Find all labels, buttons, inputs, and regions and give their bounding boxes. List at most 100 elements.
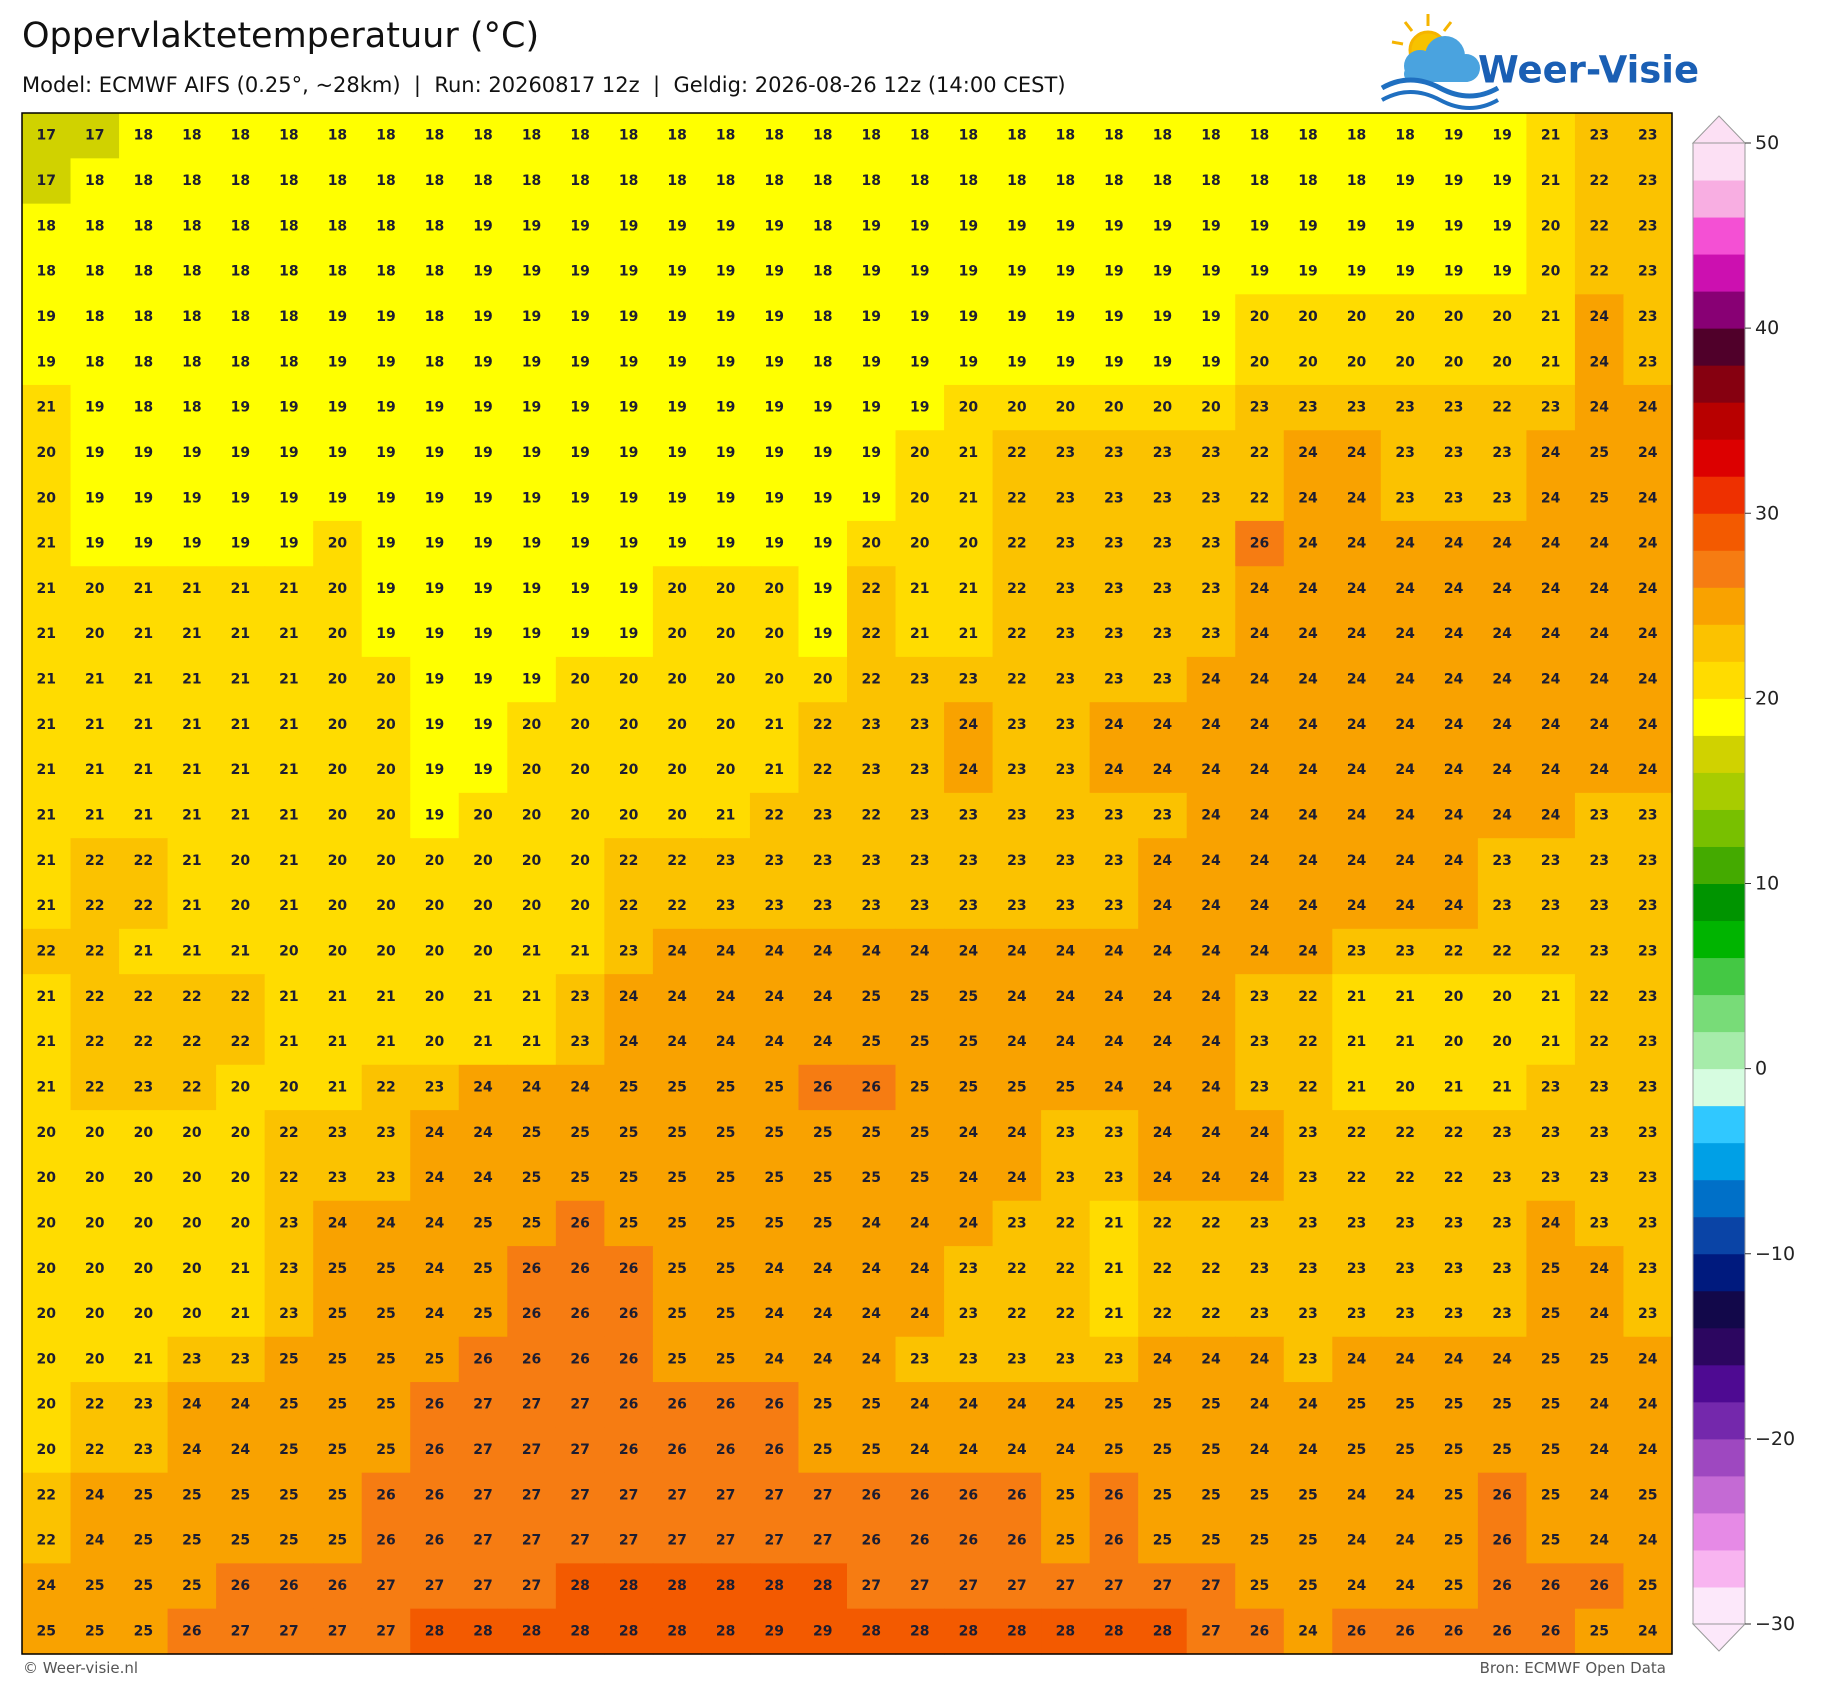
temperature-cell [410,1246,460,1293]
temperature-label: 24 [1395,717,1415,733]
temperature-cell [555,339,605,386]
temperature-label: 20 [376,808,396,824]
colorbar-bin [1693,1142,1745,1181]
temperature-cell [1574,974,1625,1021]
temperature-cell [361,928,411,975]
temperature-cell [555,1155,605,1202]
temperature-label: 28 [473,1623,492,1639]
temperature-label: 23 [1056,536,1075,552]
temperature-label: 18 [813,264,832,280]
temperature-label: 21 [231,626,250,642]
temperature-label: 23 [1347,1261,1366,1277]
temperature-cell [1526,520,1576,567]
temperature-cell [1235,611,1285,658]
temperature-label: 19 [1201,264,1220,280]
temperature-label: 22 [813,717,832,733]
temperature-label: 19 [667,400,686,416]
temperature-label: 21 [231,717,250,733]
temperature-label: 24 [1250,717,1270,733]
temperature-cell [1186,1155,1236,1202]
colorbar-bin [1693,1586,1745,1625]
temperature-label: 23 [1153,445,1172,461]
temperature-label: 19 [716,309,735,325]
temperature-label: 19 [425,762,444,778]
temperature-cell [1283,656,1333,703]
temperature-label: 18 [231,128,250,144]
temperature-cell [798,113,848,159]
temperature-label: 25 [910,1170,929,1186]
temperature-label: 21 [182,672,201,688]
temperature-label: 24 [1153,898,1173,914]
temperature-label: 23 [1056,853,1075,869]
temperature-label: 20 [1347,309,1367,325]
temperature-label: 28 [1007,1623,1026,1639]
temperature-cell [944,520,994,567]
temperature-label: 24 [959,717,979,733]
temperature-label: 24 [1104,1079,1124,1095]
temperature-label: 19 [667,218,686,234]
temperature-cell [847,566,897,613]
temperature-label: 23 [1444,445,1463,461]
temperature-cell [1138,1064,1188,1111]
temperature-label: 20 [1541,218,1561,234]
temperature-label: 24 [1347,581,1367,597]
temperature-label: 20 [1347,354,1367,370]
temperature-label: 18 [959,128,978,144]
temperature-cell [1235,702,1285,749]
temperature-label: 23 [1007,898,1026,914]
temperature-label: 19 [1153,309,1172,325]
temperature-cell [410,566,460,613]
temperature-label: 19 [619,445,638,461]
temperature-cell [992,1110,1042,1157]
temperature-label: 19 [473,354,492,370]
temperature-label: 18 [231,264,250,280]
temperature-cell [313,1019,363,1066]
temperature-label: 24 [1104,989,1124,1005]
temperature-label: 18 [279,218,298,234]
temperature-cell [1429,611,1479,658]
temperature-label: 21 [85,672,104,688]
temperature-label: 26 [619,1397,638,1413]
temperature-label: 24 [1201,717,1221,733]
logo-text: Weer-Visie [1478,49,1699,92]
temperature-label: 22 [862,581,881,597]
temperature-label: 23 [959,1351,978,1367]
temperature-label: 21 [1395,1034,1414,1050]
temperature-cell [1186,656,1236,703]
temperature-cell [70,1246,120,1293]
temperature-label: 19 [376,445,395,461]
temperature-cell [216,1110,266,1157]
temperature-label: 21 [959,490,978,506]
temperature-label: 20 [85,1351,105,1367]
temperature-label: 21 [473,989,492,1005]
temperature-cell [507,248,557,295]
temperature-label: 25 [1444,1397,1463,1413]
temperature-cell [1138,838,1188,885]
temperature-cell [1574,384,1625,431]
temperature-label: 19 [764,490,783,506]
temperature-cell [264,702,314,749]
temperature-cell [1283,1155,1333,1202]
temperature-label: 22 [1589,989,1608,1005]
temperature-label: 18 [425,264,444,280]
temperature-label: 25 [279,1487,298,1503]
temperature-cell [410,520,460,567]
temperature-label: 25 [1347,1442,1366,1458]
temperature-label: 20 [1201,400,1221,416]
temperature-cell [70,1064,120,1111]
temperature-cell [1380,883,1430,930]
temperature-cell [507,883,557,930]
temperature-label: 19 [522,354,541,370]
temperature-label: 25 [1444,1442,1463,1458]
temperature-cell [216,928,266,975]
temperature-cell [895,113,945,159]
temperature-cell [1332,203,1382,250]
temperature-label: 24 [1589,1533,1609,1549]
temperature-label: 27 [376,1623,395,1639]
temperature-cell [167,384,217,431]
temperature-label: 19 [1492,264,1511,280]
temperature-cell [749,1064,800,1111]
temperature-label: 25 [619,1125,638,1141]
temperature-label: 21 [328,1079,347,1095]
temperature-label: 21 [37,1034,56,1050]
